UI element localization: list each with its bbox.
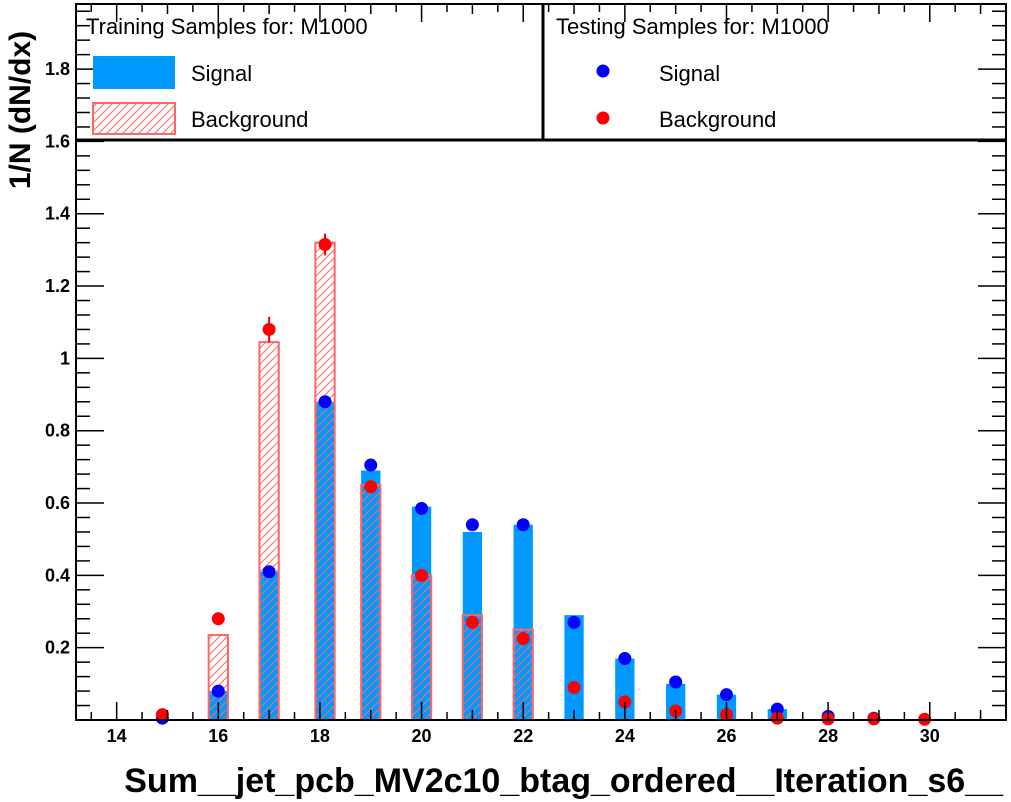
x-tick-label: 28	[818, 726, 838, 746]
x-axis-title: Sum__jet_pcb_MV2c10_btag_ordered__Iterat…	[124, 762, 1004, 800]
y-tick-label: 1.4	[45, 204, 70, 224]
testing-background-point	[211, 612, 225, 626]
axes	[75, 3, 1007, 721]
y-axis-title: 1/N (dN/dx)	[4, 31, 37, 189]
y-tick-label: 0.8	[45, 421, 70, 441]
testing-signal-point	[364, 458, 378, 472]
training-background-bar	[360, 483, 382, 721]
testing-signal-point	[770, 702, 784, 716]
x-tick-label: 24	[615, 726, 635, 746]
y-tick-label: 1	[60, 348, 70, 368]
plot-frame	[75, 3, 1007, 721]
testing-background-point	[155, 708, 169, 722]
testing-signal-point	[567, 615, 581, 629]
training-background-bar	[314, 241, 336, 722]
training-legend-header: Training Samples for: M1000	[86, 14, 368, 39]
y-tick-label: 0.4	[45, 565, 70, 585]
training-background-bar	[461, 614, 484, 721]
testing-background-point	[364, 480, 378, 494]
testing-signal-point	[516, 518, 530, 532]
testing-background-marker	[596, 111, 610, 125]
testing-background-point	[867, 712, 881, 726]
training-signal-bars	[208, 401, 787, 720]
testing-background-point	[318, 237, 332, 251]
testing-background-point	[567, 680, 581, 694]
testing-signal-marker	[596, 64, 610, 78]
x-tick-label: 14	[107, 726, 127, 746]
testing-background-point	[415, 568, 429, 582]
training-signal-swatch	[93, 56, 175, 89]
testing-signal-point	[618, 652, 632, 666]
y-tick-label: 1.2	[45, 276, 70, 296]
testing-signal-point	[719, 688, 733, 702]
y-tick-label: 1.8	[45, 59, 70, 79]
x-tick-label: 22	[513, 726, 533, 746]
testing-legend-signal: Signal	[659, 61, 720, 86]
testing-signal-point	[262, 565, 276, 579]
testing-signal-point	[465, 518, 479, 532]
testing-legend-background: Background	[659, 107, 776, 132]
testing-background-point	[262, 322, 276, 336]
testing-legend: Testing Samples for: M1000 Signal Backgr…	[556, 14, 829, 132]
testing-background-points	[155, 233, 932, 726]
y-tick-label: 0.6	[45, 493, 70, 513]
testing-signal-point	[415, 501, 429, 515]
x-tick-label: 16	[208, 726, 228, 746]
training-legend-signal: Signal	[191, 61, 252, 86]
y-tick-label: 1.6	[45, 131, 70, 151]
testing-signal-point	[669, 675, 683, 689]
training-legend: Training Samples for: M1000 Signal Backg…	[86, 14, 368, 135]
testing-background-point	[465, 615, 479, 629]
training-background-swatch	[92, 102, 176, 135]
testing-signal-point	[318, 395, 332, 409]
axis-ticks: 14 16 18 20 22 24 26 28 30 0.2 0.4 0.6 0.8 1 1.2 1.4 1.6…	[45, 4, 1007, 746]
x-tick-label: 18	[310, 726, 330, 746]
x-tick-label: 26	[716, 726, 736, 746]
testing-background-point	[516, 632, 530, 646]
testing-signal-point	[211, 684, 225, 698]
x-tick-label: 20	[412, 726, 432, 746]
training-legend-background: Background	[191, 107, 308, 132]
training-background-bar	[258, 341, 280, 721]
x-tick-label: 30	[920, 726, 940, 746]
training-signal-bar	[564, 615, 584, 720]
y-tick-label: 0.2	[45, 638, 70, 658]
training-background-bar	[410, 574, 433, 721]
testing-legend-header: Testing Samples for: M1000	[556, 14, 829, 39]
testing-background-point	[618, 695, 632, 709]
